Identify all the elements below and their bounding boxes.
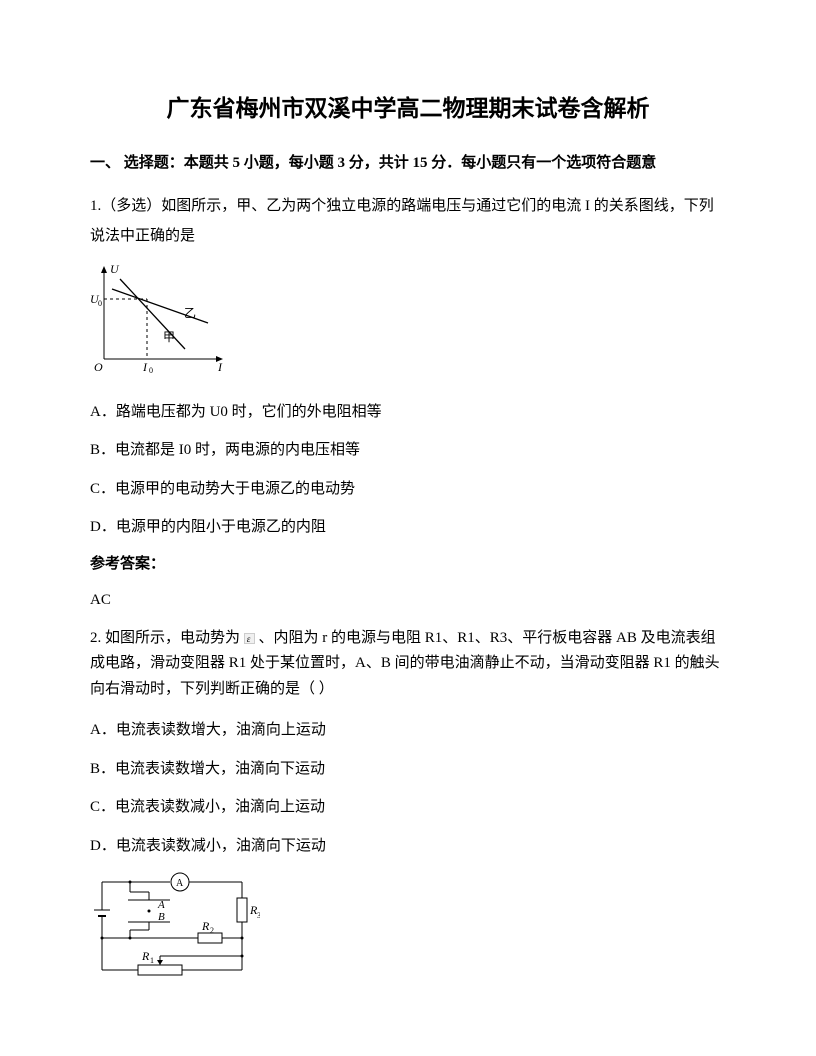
q2-option-d: D．电流表读数减小，油滴向下运动 xyxy=(90,832,726,861)
q1-option-b: B．电流都是 I0 时，两电源的内电压相等 xyxy=(90,436,726,465)
q2-option-b: B．电流表读数增大，油滴向下运动 xyxy=(90,755,726,784)
page-title: 广东省梅州市双溪中学高二物理期末试卷含解析 xyxy=(90,90,726,127)
svg-text:3: 3 xyxy=(257,911,260,920)
q1-answer: AC xyxy=(90,588,726,612)
q1-option-d: D．电源甲的内阻小于电源乙的内阻 xyxy=(90,513,726,542)
svg-text:R: R xyxy=(141,949,150,963)
svg-text:B: B xyxy=(158,911,165,923)
svg-text:A: A xyxy=(157,899,165,911)
svg-text:R: R xyxy=(201,919,210,933)
svg-text:甲: 甲 xyxy=(163,330,175,344)
q2-stem: 2. 如图所示，电动势为 、内阻为 r 的电源与电阻 R1、R1、R3、平行板电… xyxy=(90,626,726,703)
epsilon-icon xyxy=(244,633,255,644)
svg-text:0: 0 xyxy=(98,299,102,308)
svg-text:U: U xyxy=(110,262,120,276)
q1-option-c: C．电源甲的电动势大于电源乙的电动势 xyxy=(90,475,726,504)
svg-text:O: O xyxy=(94,360,103,374)
svg-text:I: I xyxy=(142,360,148,374)
q1-graph: UU0OI0I乙甲 xyxy=(90,261,726,384)
q2-stem-pre: 2. 如图所示，电动势为 xyxy=(90,630,244,646)
svg-text:0: 0 xyxy=(149,366,153,375)
svg-text:2: 2 xyxy=(210,926,214,935)
svg-text:乙: 乙 xyxy=(184,306,196,320)
q2-circuit: AR3ABR2R1 xyxy=(90,870,726,986)
q2-option-c: C．电流表读数减小，油滴向上运动 xyxy=(90,793,726,822)
section-header: 一、 选择题：本题共 5 小题，每小题 3 分，共计 15 分．每小题只有一个选… xyxy=(90,151,726,175)
svg-text:1: 1 xyxy=(150,956,154,965)
q1-option-a: A．路端电压都为 U0 时，它们的外电阻相等 xyxy=(90,398,726,427)
svg-text:I: I xyxy=(217,360,223,374)
svg-text:A: A xyxy=(176,878,184,889)
q1-stem: 1.（多选）如图所示，甲、乙为两个独立电源的路端电压与通过它们的电流 I 的关系… xyxy=(90,191,726,251)
q2-option-a: A．电流表读数增大，油滴向上运动 xyxy=(90,716,726,745)
q1-answer-label: 参考答案： xyxy=(90,552,726,576)
